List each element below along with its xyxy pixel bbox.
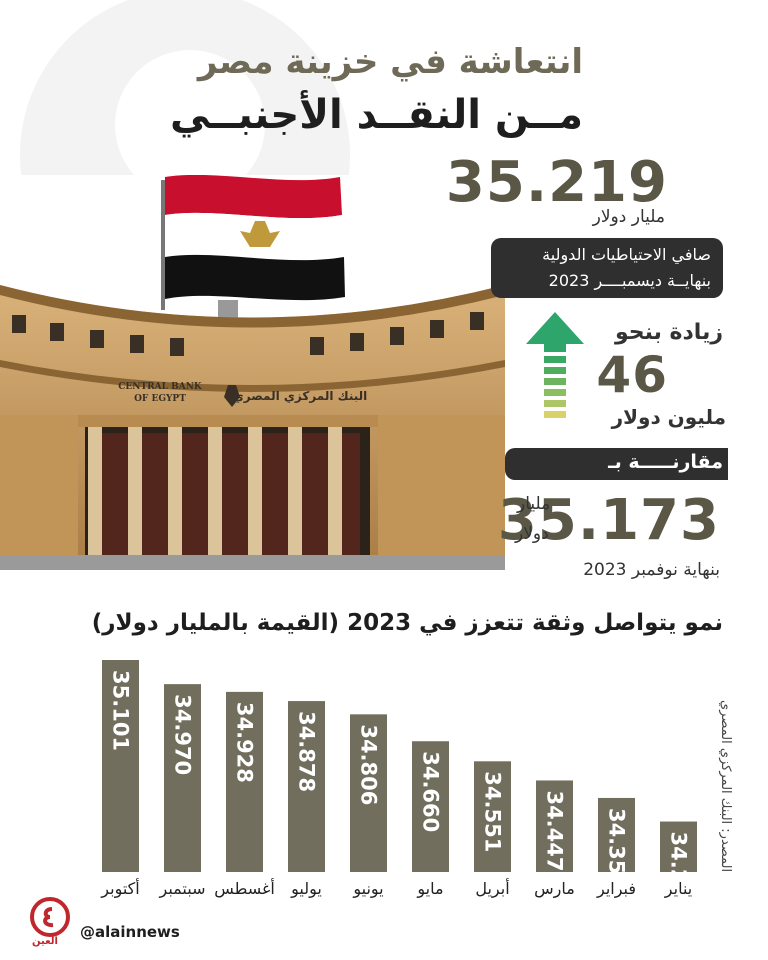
alain-logo-icon: [30, 897, 70, 937]
category-label-2: فبراير: [596, 879, 636, 899]
category-label-1: يناير: [664, 879, 692, 899]
bar-value-label-10: 35.101: [109, 670, 133, 751]
reserves-label-box: صافي الاحتياطيات الدولية بنهايــة ديسمبـ…: [491, 238, 723, 298]
central-bank-building-image: CENTRAL BANK OF EGYPT البنك المركزي المص…: [0, 175, 505, 570]
increase-value: 46: [596, 346, 668, 404]
building-sign-en-2: OF EGYPT: [134, 394, 186, 404]
bar-5: [412, 741, 449, 872]
category-label-7: يوليو: [290, 879, 322, 899]
bar-3: [536, 780, 573, 872]
category-label-4: أبريل: [475, 878, 509, 899]
bar-value-label-6: 34.806: [357, 724, 381, 805]
category-label-6: يونيو: [352, 879, 383, 899]
bar-1: [660, 821, 697, 872]
bar-10: [102, 660, 139, 872]
bar-2: [598, 797, 635, 872]
headline-line1: انتعاشة في خزينة مصر: [197, 42, 583, 82]
reserves-value: 35.219: [445, 150, 668, 215]
increase-unit: مليون دولار: [611, 405, 726, 429]
logo-text: العين: [32, 936, 58, 947]
category-label-8: أغسطس: [214, 878, 275, 899]
compare-value: 35.173: [497, 488, 720, 553]
compare-unit-line1: مليار: [517, 494, 551, 514]
increase-label: زيادة بنحو: [614, 320, 723, 345]
bar-value-label-7: 34.878: [295, 711, 319, 792]
headline-line2: مــن النقــد الأجنبــي: [169, 92, 583, 138]
reserves-label-line2: بنهايــة ديسمبــــر 2023: [548, 271, 711, 290]
bar-8: [226, 691, 263, 872]
egypt-flag: [165, 175, 345, 301]
bar-6: [350, 714, 387, 872]
building-sign-en-1: CENTRAL BANK: [118, 382, 203, 392]
building-sign-ar: البنك المركزي المصري: [233, 389, 367, 403]
bar-value-label-5: 34.660: [419, 751, 443, 832]
bar-7: [288, 701, 325, 872]
compare-date: بنهاية نوفمبر 2023: [583, 560, 720, 580]
social-handle: @alainnews: [80, 923, 180, 941]
category-label-3: مارس: [534, 879, 575, 899]
category-label-10: أكتوبر: [100, 878, 139, 899]
chart-title: نمو يتواصل وثقة تتعزز في 2023 (القيمة با…: [91, 610, 723, 636]
bar-value-label-9: 34.970: [171, 694, 195, 775]
bar-value-label-8: 34.928: [233, 702, 257, 783]
category-label-5: مايو: [416, 879, 443, 899]
category-label-9: سبتمبر: [159, 879, 206, 899]
reserves-label-line1: صافي الاحتياطيات الدولية: [542, 245, 711, 264]
compare-label-box: [505, 448, 728, 480]
eagle-emblem-icon: [224, 385, 240, 407]
bar-9: [164, 684, 201, 872]
source-note: المصدر: البنك المركزي المصري: [718, 700, 733, 873]
bar-value-label-4: 34.551: [481, 771, 505, 852]
compare-unit-line2: دولار: [515, 524, 549, 544]
compare-label: مقارنـــــة بـ: [608, 451, 723, 473]
bar-value-label-1: 34.224: [667, 832, 691, 910]
bar-value-label-3: 34.447: [543, 790, 567, 871]
increase-arrow-icon: [526, 312, 584, 418]
bar-value-label-2: 34.352: [605, 808, 629, 889]
bar-4: [474, 761, 511, 872]
reserves-unit: مليار دولار: [592, 207, 665, 227]
